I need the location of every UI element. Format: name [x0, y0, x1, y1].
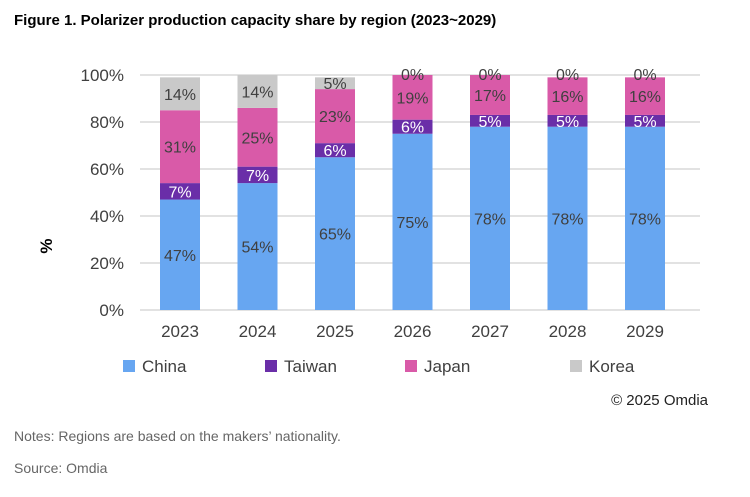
- y-tick-label: 80%: [90, 113, 124, 132]
- bar-segment-korea: [315, 77, 355, 90]
- x-tick-label: 2024: [239, 322, 277, 341]
- data-label: 14%: [241, 84, 273, 101]
- data-label: 7%: [246, 168, 269, 185]
- data-label: 0%: [556, 67, 579, 84]
- bar-segment-korea: [237, 75, 278, 108]
- bar-segment-china: [315, 157, 355, 310]
- x-tick-label: 2026: [394, 322, 432, 341]
- x-tick-label: 2023: [161, 322, 199, 341]
- legend-swatch: [405, 360, 417, 372]
- legend-swatch: [570, 360, 582, 372]
- data-label: 5%: [633, 114, 656, 131]
- bar-segment-taiwan: [470, 114, 510, 127]
- data-label: 16%: [629, 89, 661, 106]
- data-label: 78%: [629, 211, 661, 228]
- figure-title: Figure 1. Polarizer production capacity …: [14, 12, 497, 29]
- data-label: 5%: [323, 76, 346, 93]
- data-label: 47%: [164, 248, 196, 265]
- bar-segment-japan: [547, 77, 588, 115]
- source: Source: Omdia: [14, 460, 108, 476]
- bar-segment-japan: [625, 77, 665, 115]
- bar-segment-taiwan: [160, 183, 200, 200]
- bar-segment-japan: [160, 110, 200, 184]
- y-axis-label: %: [37, 238, 56, 253]
- bar-segment-taiwan: [392, 119, 433, 134]
- bar-segment-japan: [315, 89, 355, 144]
- bar-segment-china: [625, 126, 665, 310]
- data-label: 14%: [164, 87, 196, 104]
- data-label: 23%: [319, 109, 351, 126]
- x-tick-label: 2028: [549, 322, 587, 341]
- bar-segment-china: [237, 183, 278, 310]
- bar-segment-china: [392, 133, 433, 310]
- data-label: 25%: [241, 130, 273, 147]
- notes: Notes: Regions are based on the makers’ …: [14, 428, 341, 444]
- copyright: © 2025 Omdia: [611, 392, 708, 409]
- data-label: 5%: [556, 114, 579, 131]
- bar-segment-taiwan: [237, 166, 278, 184]
- bar-segment-china: [470, 126, 510, 310]
- bar-segment-taiwan: [315, 143, 355, 158]
- x-tick-label: 2025: [316, 322, 354, 341]
- data-label: 6%: [323, 143, 346, 160]
- data-label: 31%: [164, 140, 196, 157]
- y-tick-label: 0%: [99, 301, 124, 320]
- y-tick-label: 40%: [90, 207, 124, 226]
- bar-segment-japan: [392, 75, 433, 120]
- data-label: 0%: [401, 67, 424, 84]
- x-tick-label: 2029: [626, 322, 664, 341]
- data-label: 65%: [319, 227, 351, 244]
- y-tick-label: 20%: [90, 254, 124, 273]
- x-tick-label: 2027: [471, 322, 509, 341]
- y-tick-label: 100%: [81, 66, 124, 85]
- bar-segment-taiwan: [547, 114, 588, 127]
- data-label: 54%: [241, 240, 273, 257]
- legend-swatch: [123, 360, 135, 372]
- data-label: 0%: [478, 67, 501, 84]
- data-label: 7%: [168, 184, 191, 201]
- legend-label: Taiwan: [284, 357, 337, 376]
- data-label: 17%: [474, 88, 506, 105]
- bar-segment-china: [547, 126, 588, 310]
- data-label: 19%: [396, 90, 428, 107]
- data-label: 78%: [474, 211, 506, 228]
- data-label: 6%: [401, 120, 424, 137]
- bar-segment-japan: [470, 75, 510, 115]
- y-tick-label: 60%: [90, 160, 124, 179]
- data-label: 0%: [633, 67, 656, 84]
- bar-segment-taiwan: [625, 114, 665, 127]
- legend-swatch: [265, 360, 277, 372]
- legend-label: Korea: [589, 357, 635, 376]
- data-label: 75%: [396, 215, 428, 232]
- bar-segment-china: [160, 199, 200, 310]
- legend-label: Japan: [424, 357, 470, 376]
- data-label: 5%: [478, 114, 501, 131]
- legend-label: China: [142, 357, 187, 376]
- bar-segment-japan: [237, 107, 278, 167]
- data-label: 78%: [551, 211, 583, 228]
- data-label: 16%: [551, 89, 583, 106]
- bar-segment-korea: [160, 77, 200, 111]
- stacked-bar-chart: 0% 20% 40% 60% 80% 100%% 47% 7% 31% 14% 2023 54% 7% 2…: [37, 66, 700, 376]
